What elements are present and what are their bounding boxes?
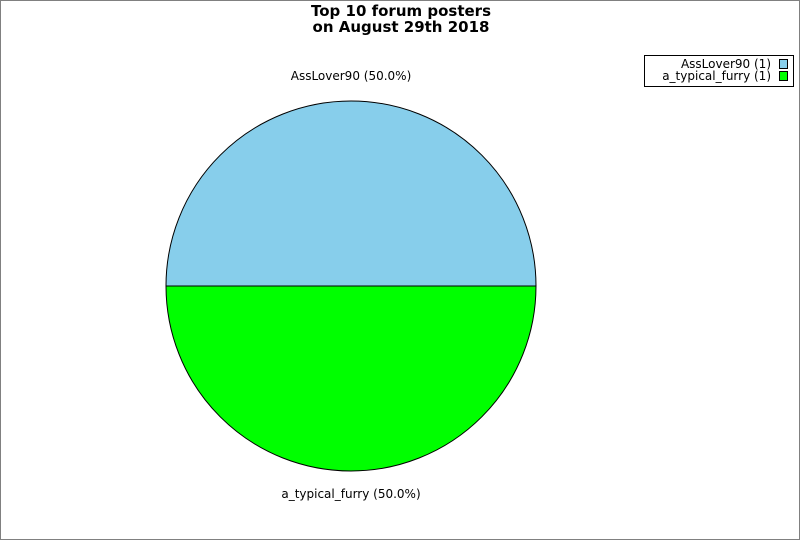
chart-title-line-2: on August 29th 2018 [313,18,490,36]
slice-label-0: AssLover90 (50.0%) [291,69,412,83]
pie-slice-1 [165,285,537,472]
legend-label-0: AssLover90 (1) [681,57,771,71]
legend-swatch-0 [779,59,788,69]
legend-label-1: a_typical_furry (1) [662,69,771,83]
chart-title-line-1: Top 10 forum posters [311,2,491,20]
legend-swatch-1 [779,71,788,81]
pie-slice-0 [165,100,537,287]
legend: AssLover90 (1) a_typical_furry (1) [644,55,794,87]
legend-box [644,55,794,87]
slice-label-1: a_typical_furry (50.0%) [281,487,420,501]
